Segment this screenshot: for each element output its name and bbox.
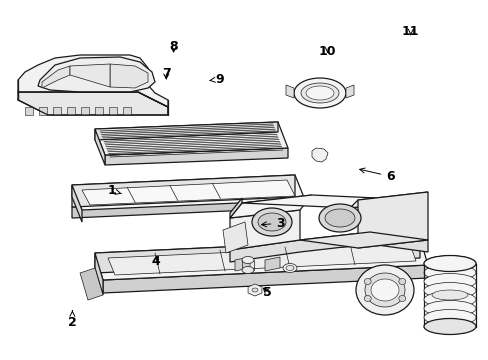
Polygon shape <box>95 122 278 140</box>
Text: 10: 10 <box>318 45 336 58</box>
Ellipse shape <box>398 296 405 302</box>
Polygon shape <box>95 238 427 280</box>
Polygon shape <box>81 107 89 115</box>
Text: 8: 8 <box>169 40 178 53</box>
Ellipse shape <box>423 301 475 316</box>
Ellipse shape <box>423 256 475 271</box>
Ellipse shape <box>364 296 370 302</box>
Ellipse shape <box>423 265 475 280</box>
Text: 1: 1 <box>107 184 121 197</box>
Text: 6: 6 <box>359 168 394 183</box>
Polygon shape <box>242 195 419 208</box>
Polygon shape <box>103 265 427 293</box>
Ellipse shape <box>318 204 360 232</box>
Ellipse shape <box>325 209 354 227</box>
Ellipse shape <box>251 288 258 292</box>
Polygon shape <box>70 64 110 87</box>
Polygon shape <box>109 107 117 115</box>
Ellipse shape <box>285 266 293 270</box>
Ellipse shape <box>370 279 398 301</box>
Ellipse shape <box>242 256 253 264</box>
Ellipse shape <box>301 83 338 103</box>
Polygon shape <box>299 232 427 248</box>
Ellipse shape <box>364 279 370 284</box>
Polygon shape <box>39 107 47 115</box>
Polygon shape <box>95 253 103 295</box>
Ellipse shape <box>283 264 296 273</box>
Polygon shape <box>110 64 148 88</box>
Ellipse shape <box>251 208 291 236</box>
Polygon shape <box>67 107 75 115</box>
Polygon shape <box>247 284 262 296</box>
Polygon shape <box>72 197 294 218</box>
Polygon shape <box>72 185 82 222</box>
Polygon shape <box>72 175 294 207</box>
Ellipse shape <box>305 86 333 100</box>
Ellipse shape <box>242 266 253 274</box>
Ellipse shape <box>364 273 404 307</box>
Polygon shape <box>311 148 327 162</box>
Polygon shape <box>346 85 353 98</box>
Polygon shape <box>285 85 293 98</box>
Ellipse shape <box>423 319 475 334</box>
Polygon shape <box>229 210 299 250</box>
Text: 7: 7 <box>162 67 170 80</box>
Text: 3: 3 <box>261 217 285 230</box>
Polygon shape <box>235 257 249 271</box>
Polygon shape <box>38 57 155 92</box>
Text: 2: 2 <box>68 311 77 329</box>
Polygon shape <box>357 192 427 248</box>
Ellipse shape <box>293 78 346 108</box>
Polygon shape <box>105 148 287 165</box>
Polygon shape <box>25 107 33 115</box>
Polygon shape <box>229 198 242 218</box>
Text: 4: 4 <box>151 255 160 268</box>
Ellipse shape <box>258 213 285 231</box>
Polygon shape <box>18 55 168 107</box>
Polygon shape <box>53 107 61 115</box>
Polygon shape <box>229 195 311 218</box>
Polygon shape <box>42 66 70 88</box>
Polygon shape <box>82 180 294 205</box>
Ellipse shape <box>423 256 475 271</box>
Polygon shape <box>95 129 105 165</box>
Text: 11: 11 <box>401 25 419 38</box>
Polygon shape <box>264 257 280 271</box>
Ellipse shape <box>423 283 475 298</box>
Polygon shape <box>95 238 419 273</box>
Polygon shape <box>80 268 103 300</box>
Polygon shape <box>95 122 287 155</box>
Ellipse shape <box>423 310 475 325</box>
Ellipse shape <box>431 290 467 300</box>
Polygon shape <box>72 175 305 210</box>
Polygon shape <box>223 222 247 253</box>
Polygon shape <box>229 232 427 262</box>
Text: 9: 9 <box>209 73 224 86</box>
Ellipse shape <box>423 292 475 307</box>
Ellipse shape <box>355 265 413 315</box>
Text: 5: 5 <box>263 286 271 299</box>
Polygon shape <box>108 244 415 275</box>
Polygon shape <box>123 107 131 115</box>
Polygon shape <box>349 192 427 208</box>
Polygon shape <box>95 107 103 115</box>
Ellipse shape <box>398 279 405 284</box>
Ellipse shape <box>423 274 475 289</box>
Polygon shape <box>18 92 168 115</box>
